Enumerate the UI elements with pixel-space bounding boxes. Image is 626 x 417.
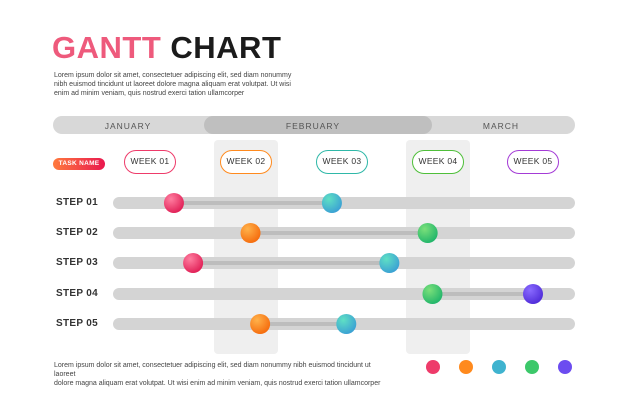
step-end-marker <box>321 193 342 213</box>
month-label-january: JANUARY <box>104 121 152 131</box>
legend-dot-green <box>525 360 539 374</box>
step-label: STEP 05 <box>56 318 98 329</box>
footer-text: Lorem ipsum dolor sit amet, consectetuer… <box>54 362 381 387</box>
step-label: STEP 03 <box>56 257 98 268</box>
week-header-5: WEEK 05 <box>507 150 559 174</box>
step-end-marker <box>336 314 357 334</box>
month-label-march: MARCH <box>482 121 520 131</box>
task-name-badge: TASK NAME <box>53 158 105 170</box>
step-start-marker <box>240 223 261 243</box>
page-title: GANTT CHART <box>52 30 281 66</box>
step-label: STEP 02 <box>56 227 98 238</box>
legend-dot-purple <box>558 360 572 374</box>
step-label: STEP 01 <box>56 197 98 208</box>
title-chart: CHART <box>170 30 282 65</box>
month-label-february: FEBRUARY <box>285 121 341 131</box>
step-start-marker <box>422 284 443 304</box>
legend-dot-pink <box>426 360 440 374</box>
month-highlight <box>204 116 432 134</box>
title-gantt: GANTT <box>52 30 162 65</box>
step-start-marker <box>250 314 271 334</box>
step-start-marker <box>163 193 184 213</box>
week-header-4: WEEK 04 <box>412 150 464 174</box>
week-header-3: WEEK 03 <box>316 150 368 174</box>
legend-dot-teal <box>492 360 506 374</box>
step-end-marker <box>523 284 543 304</box>
intro-text: Lorem ipsum dolor sit amet, consectetuer… <box>54 72 292 97</box>
step-end-marker <box>417 223 438 243</box>
legend-dot-orange <box>459 360 473 374</box>
week-header-1: WEEK 01 <box>124 150 176 174</box>
week-header-2: WEEK 02 <box>220 150 272 174</box>
step-track <box>113 197 575 209</box>
step-start-marker <box>183 253 204 273</box>
step-track <box>113 288 575 300</box>
step-label: STEP 04 <box>56 288 98 299</box>
step-end-marker <box>379 253 400 273</box>
